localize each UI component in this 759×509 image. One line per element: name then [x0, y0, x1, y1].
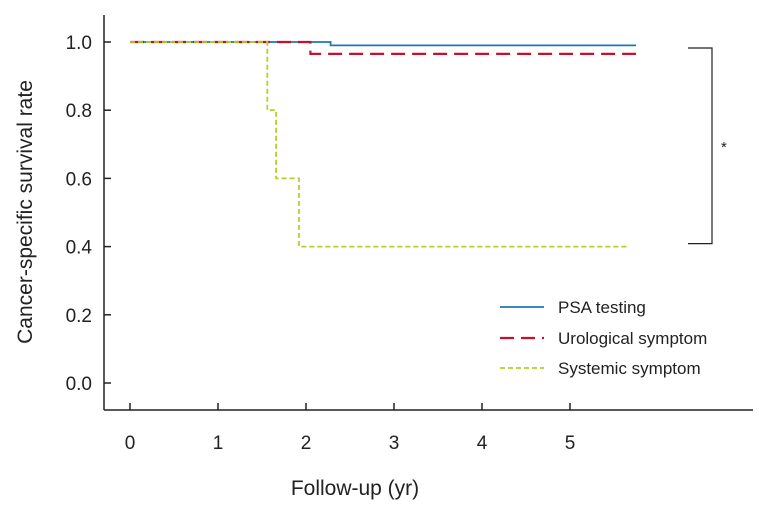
y-axis-ticks: 0.0 0.2 0.4 0.6 0.8 1.0: [66, 33, 111, 395]
significance-bracket: *: [688, 47, 727, 245]
x-tick-label: 4: [477, 433, 488, 454]
bracket-line: [688, 47, 713, 245]
y-tick-label: 0.4: [66, 238, 93, 259]
y-tick-label: 0.6: [66, 169, 92, 190]
legend-label-0: PSA testing: [558, 298, 646, 317]
series-layer: [130, 40, 636, 248]
series-line-1: [130, 40, 636, 55]
y-axis-title: Cancer-specific survival rate: [14, 80, 37, 344]
y-tick-label: 0.0: [66, 374, 92, 395]
x-tick-label: 0: [125, 433, 136, 454]
y-tick-label: 0.2: [66, 306, 92, 327]
y-tick-label: 0.8: [66, 101, 92, 122]
x-tick-label: 5: [565, 433, 576, 454]
x-tick-label: 1: [213, 433, 224, 454]
significance-marker: *: [721, 139, 727, 156]
legend-label-2: Systemic symptom: [558, 359, 701, 378]
x-axis-ticks: 0 1 2 3 4 5: [125, 403, 576, 454]
series-line-2: [130, 41, 628, 248]
x-tick-label: 2: [301, 433, 312, 454]
legend-label-1: Urological symptom: [558, 329, 707, 348]
legend: PSA testing Urological symptom Systemic sy…: [500, 298, 707, 378]
x-axis-title: Follow-up (yr): [291, 477, 419, 500]
y-tick-label: 1.0: [66, 33, 92, 54]
x-tick-label: 3: [389, 433, 400, 454]
